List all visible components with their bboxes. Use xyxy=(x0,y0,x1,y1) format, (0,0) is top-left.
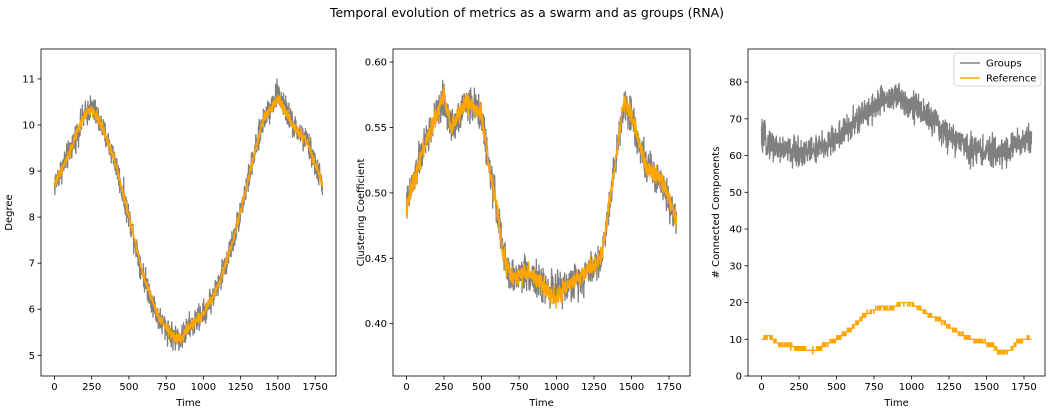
y-tick-label: 60 xyxy=(729,151,742,162)
x-tick-label: 1000 xyxy=(191,382,216,393)
subplot-connected-components: 0 250 500 750 1000 1250 1500 1750 0 10 20 30 40 50 60 7… xyxy=(711,48,1046,409)
y-axis-label: Degree xyxy=(4,194,15,230)
series-0-line xyxy=(53,78,324,351)
x-tick-label: 250 xyxy=(789,382,808,393)
y-tick-label: 0.55 xyxy=(365,123,387,134)
y-tick-label: 7 xyxy=(29,259,35,270)
y-tick-label: 0 xyxy=(736,372,742,383)
y-axis-label: Clustering Coefficient xyxy=(356,159,367,267)
series-1-line xyxy=(53,93,324,345)
legend: Groups Reference xyxy=(953,52,1042,87)
x-tick-label: 0 xyxy=(403,382,409,393)
y-tick-label: 70 xyxy=(729,114,742,125)
legend-label: Reference xyxy=(986,74,1036,85)
figure-suptitle: Temporal evolution of metrics as a swarm… xyxy=(329,5,724,20)
x-tick-label: 1750 xyxy=(656,382,681,393)
x-tick-label: 1000 xyxy=(544,382,569,393)
y-tick-label: 5 xyxy=(29,351,35,362)
axes-frame xyxy=(40,48,337,377)
series-1-line xyxy=(405,85,678,309)
y-tick-label: 0.60 xyxy=(365,58,387,69)
y-tick-label: 8 xyxy=(29,213,35,224)
x-tick-label: 0 xyxy=(758,382,764,393)
x-tick-label: 0 xyxy=(51,382,57,393)
x-tick-label: 1500 xyxy=(974,382,999,393)
y-tick-label: 10 xyxy=(729,335,742,346)
axes-frame xyxy=(392,48,691,377)
y-tick-label: 0.45 xyxy=(365,254,387,265)
legend-label: Groups xyxy=(986,59,1022,70)
x-tick-label: 500 xyxy=(119,382,138,393)
x-tick-label: 1250 xyxy=(936,382,961,393)
x-tick-label: 1000 xyxy=(899,382,924,393)
y-tick-label: 6 xyxy=(29,305,35,316)
y-tick-label: 11 xyxy=(22,74,35,85)
y-tick-label: 20 xyxy=(729,298,742,309)
x-tick-label: 250 xyxy=(434,382,453,393)
y-tick-label: 50 xyxy=(729,188,742,199)
x-tick-label: 750 xyxy=(509,382,528,393)
y-tick-label: 80 xyxy=(729,78,742,89)
x-tick-label: 750 xyxy=(864,382,883,393)
subplot-clustering-coefficient: 0 250 500 750 1000 1250 1500 1750 0.40 0.45 0.50 0.… xyxy=(356,48,691,409)
groups-line xyxy=(760,82,1033,170)
x-tick-label: 1250 xyxy=(581,382,606,393)
x-tick-label: 500 xyxy=(472,382,491,393)
x-axis-label: Time xyxy=(528,398,553,409)
y-tick-label: 9 xyxy=(29,167,35,178)
x-tick-label: 250 xyxy=(82,382,101,393)
x-tick-label: 1750 xyxy=(302,382,327,393)
y-axis-label: # Connected Components xyxy=(711,147,722,279)
y-tick-label: 30 xyxy=(729,261,742,272)
x-tick-label: 1750 xyxy=(1011,382,1036,393)
x-axis-label: Time xyxy=(883,398,908,409)
x-tick-label: 750 xyxy=(157,382,176,393)
axes-frame xyxy=(747,48,1046,377)
subplot-degree: 0 250 500 750 1000 1250 1500 1750 5 6 7 8 9 10 11 Time D… xyxy=(4,48,337,409)
x-tick-label: 500 xyxy=(827,382,846,393)
y-tick-label: 40 xyxy=(729,225,742,236)
y-tick-label: 0.40 xyxy=(365,319,387,330)
x-axis-label: Time xyxy=(175,398,200,409)
reference-line xyxy=(761,301,1032,355)
x-tick-label: 1500 xyxy=(265,382,290,393)
x-tick-label: 1250 xyxy=(228,382,253,393)
x-tick-label: 1500 xyxy=(619,382,644,393)
y-tick-label: 10 xyxy=(22,120,35,131)
y-tick-label: 0.50 xyxy=(365,188,387,199)
